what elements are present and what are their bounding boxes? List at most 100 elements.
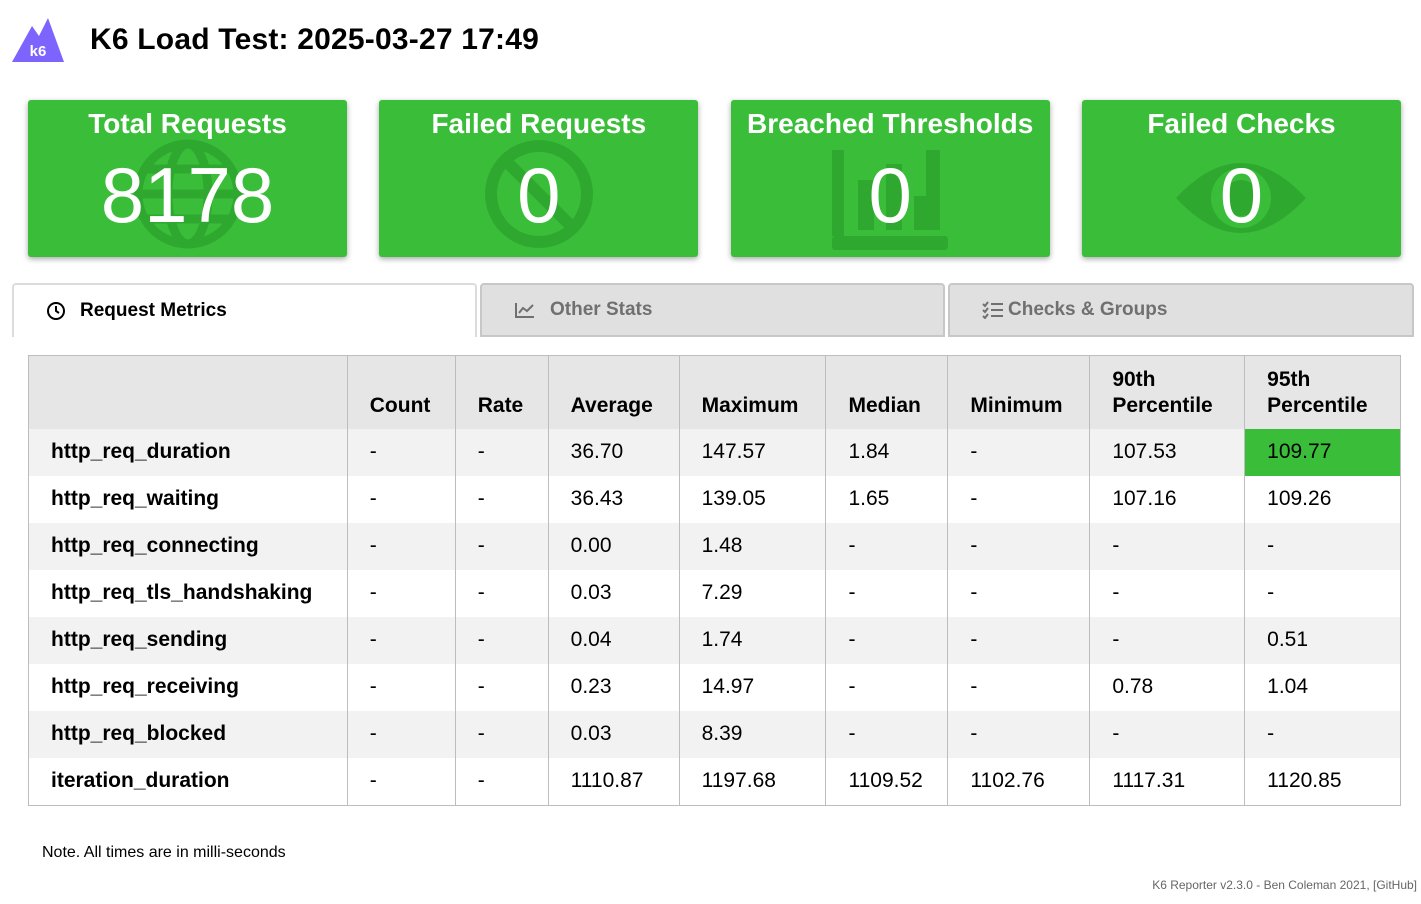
tab-bar: Request Metrics Other Stats Checks & Gro… — [12, 283, 1414, 339]
table-cell: 109.77 — [1244, 428, 1401, 476]
table-cell: - — [347, 428, 456, 476]
table-cell: 1117.31 — [1089, 757, 1246, 805]
metric-name-cell: http_req_sending — [28, 616, 348, 664]
table-cell: 7.29 — [679, 569, 827, 617]
table-row: http_req_waiting - -36.43 139.05 1.65-107.16… — [28, 475, 1401, 523]
table-cell: - — [347, 663, 456, 711]
table-cell: - — [947, 616, 1091, 664]
table-cell: - — [947, 710, 1091, 758]
table-row: http_req_tls_handshaking - -0.03 7.29- - - - — [28, 569, 1401, 617]
table-cell: - — [1244, 569, 1401, 617]
table-cell: - — [825, 616, 949, 664]
table-cell: - — [825, 522, 949, 570]
table-cell: - — [947, 569, 1091, 617]
table-cell: 107.16 — [1089, 475, 1246, 523]
table-cell: - — [455, 522, 549, 570]
table-cell: - — [455, 428, 549, 476]
line-chart-icon — [514, 301, 536, 319]
table-cell: - — [825, 710, 949, 758]
column-header: Minimum — [947, 355, 1091, 429]
table-cell: 36.70 — [548, 428, 680, 476]
card-total-requests: Total Requests 8178 — [28, 100, 347, 257]
checklist-icon — [982, 301, 1004, 319]
tab-label: Other Stats — [550, 299, 653, 320]
card-value: 0 — [868, 151, 912, 239]
column-header: Count — [347, 355, 456, 429]
table-cell: - — [1089, 522, 1246, 570]
table-row: iteration_duration - -1110.87 1197.68 1109.5… — [28, 757, 1401, 805]
tab-checks-groups[interactable]: Checks & Groups — [948, 283, 1414, 337]
table-row: http_req_receiving - -0.23 14.97- -0.78 1.04 — [28, 663, 1401, 711]
table-cell: - — [947, 522, 1091, 570]
table-cell: - — [1089, 569, 1246, 617]
table-cell: 0.78 — [1089, 663, 1246, 711]
ban-icon — [484, 140, 593, 248]
table-cell: 1.65 — [825, 475, 949, 523]
table-cell: 0.03 — [548, 569, 680, 617]
metric-name-cell: http_req_receiving — [28, 663, 348, 711]
metric-name-cell: http_req_blocked — [28, 710, 348, 758]
table-row: http_req_connecting - -0.00 1.48- - - - — [28, 522, 1401, 570]
table-cell: 0.00 — [548, 522, 680, 570]
card-title: Failed Requests — [431, 108, 647, 139]
table-cell: - — [347, 710, 456, 758]
globe-icon — [133, 139, 242, 249]
footer-text[interactable]: K6 Reporter v2.3.0 - Ben Coleman 2021, [… — [1152, 878, 1417, 892]
table-cell: 8.39 — [679, 710, 827, 758]
table-cell: 1120.85 — [1244, 757, 1401, 805]
table-cell: - — [347, 475, 456, 523]
table-cell: 36.43 — [548, 475, 680, 523]
table-cell: 1.84 — [825, 428, 949, 476]
table-cell: - — [347, 757, 456, 805]
table-cell: - — [1089, 616, 1246, 664]
table-cell: 1.48 — [679, 522, 827, 570]
card-value: 0 — [1219, 151, 1264, 239]
page-header: k6 K6 Load Test: 2025-03-27 17:49 — [12, 16, 539, 64]
metric-name-cell: http_req_waiting — [28, 475, 348, 523]
table-cell: 1.74 — [679, 616, 827, 664]
table-cell: - — [1244, 710, 1401, 758]
table-cell: - — [947, 663, 1091, 711]
eye-icon — [1176, 163, 1307, 233]
tab-label: Checks & Groups — [1008, 299, 1168, 320]
table-cell: - — [455, 757, 549, 805]
table-cell: 1110.87 — [548, 757, 680, 805]
table-cell: - — [347, 522, 456, 570]
table-cell: - — [347, 616, 456, 664]
metric-name-cell: http_req_connecting — [28, 522, 348, 570]
column-header — [28, 355, 348, 429]
table-cell: - — [455, 475, 549, 523]
tab-other-stats[interactable]: Other Stats — [480, 283, 945, 337]
table-cell: - — [947, 428, 1091, 476]
page-title: K6 Load Test: 2025-03-27 17:49 — [90, 23, 539, 56]
table-row: http_req_sending - -0.04 1.74- - -0.51 — [28, 616, 1401, 664]
card-value: 0 — [517, 151, 561, 239]
table-cell: - — [1089, 710, 1246, 758]
column-header: Average — [548, 355, 680, 429]
metric-name-cell: iteration_duration — [28, 757, 348, 805]
column-header: Rate — [455, 355, 549, 429]
table-cell: 147.57 — [679, 428, 827, 476]
table-cell: 0.03 — [548, 710, 680, 758]
table-cell: 1.04 — [1244, 663, 1401, 711]
card-value: 8178 — [100, 151, 275, 239]
bar-chart-icon — [832, 150, 949, 250]
metrics-table-container: Count Rate Average Maximum Median Minimu… — [28, 355, 1401, 806]
column-header: Median — [825, 355, 949, 429]
table-cell: 0.51 — [1244, 616, 1401, 664]
table-cell: - — [455, 569, 549, 617]
table-cell: 139.05 — [679, 475, 827, 523]
card-failed-requests: Failed Requests 0 — [379, 100, 699, 257]
card-breached-thresholds: Breached Thresholds 0 — [730, 100, 1050, 257]
table-cell: 107.53 — [1089, 428, 1246, 476]
table-header-row: Count Rate Average Maximum Median Minimu… — [28, 355, 1401, 429]
table-cell: 1197.68 — [679, 757, 827, 805]
table-cell: 1109.52 — [825, 757, 949, 805]
metrics-table: Count Rate Average Maximum Median Minimu… — [28, 355, 1401, 806]
clock-icon — [46, 301, 66, 321]
table-row: http_req_duration - -36.70 147.57 1.84-107.5… — [28, 428, 1401, 476]
column-header: 95th Percentile — [1244, 355, 1401, 429]
tab-request-metrics[interactable]: Request Metrics — [12, 283, 477, 337]
column-header: 90th Percentile — [1089, 355, 1246, 429]
column-header: Maximum — [679, 355, 827, 429]
